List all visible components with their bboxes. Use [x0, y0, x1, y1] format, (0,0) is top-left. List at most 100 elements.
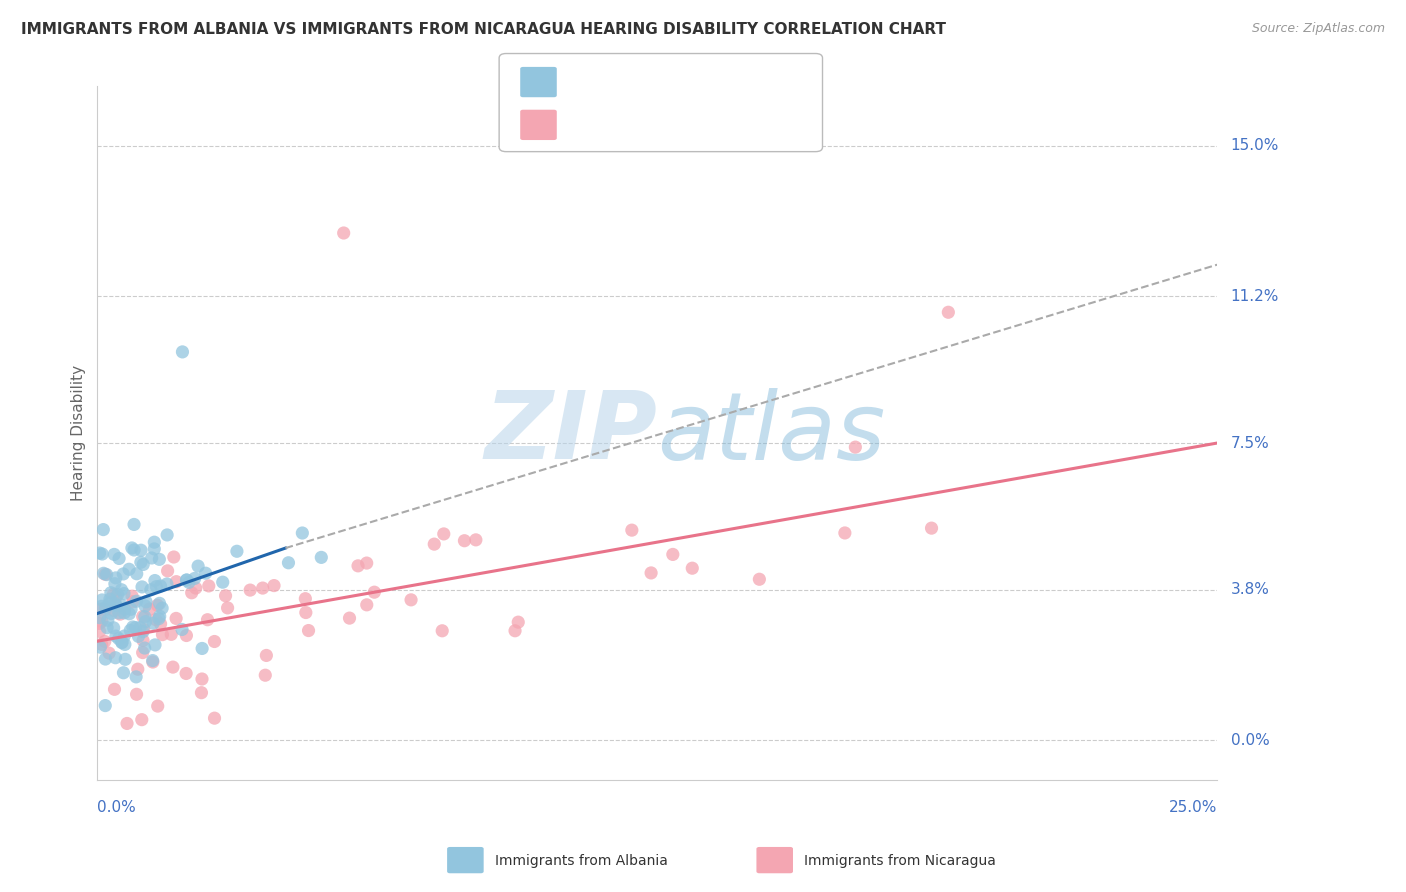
- Point: [90, 599, 112, 614]
- Point: [143, 541, 166, 556]
- Point: [96, 621, 118, 635]
- Point: [94, 602, 117, 616]
- Point: [91, 547, 114, 561]
- Text: 7.5%: 7.5%: [1230, 435, 1270, 450]
- Point: [294, 591, 316, 606]
- Point: [115, 716, 138, 731]
- Point: [187, 559, 209, 574]
- Point: [190, 686, 212, 700]
- Point: [214, 589, 236, 603]
- Point: [107, 632, 129, 646]
- Point: [122, 543, 145, 558]
- Point: [94, 634, 117, 648]
- Point: [399, 592, 422, 607]
- Point: [254, 668, 277, 682]
- Point: [107, 588, 129, 602]
- Point: [104, 629, 127, 643]
- Point: [112, 586, 135, 600]
- Point: [131, 713, 153, 727]
- Point: [132, 624, 155, 639]
- Text: N =: N =: [664, 118, 697, 132]
- Point: [120, 602, 142, 616]
- Point: [104, 571, 127, 585]
- Text: atlas: atlas: [657, 388, 886, 479]
- Point: [131, 580, 153, 594]
- Point: [239, 583, 262, 598]
- Point: [149, 616, 172, 631]
- Text: 11.2%: 11.2%: [1230, 289, 1279, 304]
- Point: [110, 598, 132, 612]
- Point: [149, 609, 172, 624]
- Point: [100, 586, 122, 600]
- Point: [197, 613, 219, 627]
- Point: [156, 577, 179, 591]
- Point: [844, 440, 866, 454]
- Point: [104, 576, 127, 591]
- Point: [89, 640, 111, 655]
- Point: [170, 623, 193, 637]
- Text: ZIP: ZIP: [484, 387, 657, 479]
- Point: [134, 640, 156, 655]
- Text: Source: ZipAtlas.com: Source: ZipAtlas.com: [1251, 22, 1385, 36]
- Point: [91, 523, 114, 537]
- Point: [108, 607, 131, 622]
- Point: [90, 614, 112, 628]
- Point: [125, 566, 148, 581]
- Point: [120, 624, 142, 638]
- Text: 0.388: 0.388: [596, 118, 644, 132]
- Point: [176, 628, 198, 642]
- Point: [149, 579, 172, 593]
- Point: [125, 670, 148, 684]
- Point: [104, 650, 127, 665]
- Point: [114, 637, 136, 651]
- Point: [129, 621, 152, 635]
- Point: [90, 637, 112, 651]
- Point: [156, 564, 179, 578]
- Point: [107, 606, 129, 620]
- Point: [191, 672, 214, 686]
- Point: [135, 595, 157, 609]
- Point: [204, 634, 226, 648]
- Point: [464, 533, 486, 547]
- Point: [146, 699, 169, 714]
- Point: [356, 556, 378, 570]
- Point: [142, 616, 165, 631]
- Point: [620, 523, 643, 537]
- Text: 80: 80: [695, 118, 716, 132]
- Point: [134, 599, 156, 613]
- Y-axis label: Hearing Disability: Hearing Disability: [72, 365, 86, 501]
- Point: [127, 629, 149, 643]
- Point: [103, 682, 125, 697]
- Point: [132, 633, 155, 648]
- Point: [252, 581, 274, 595]
- Point: [150, 601, 173, 615]
- Text: R =: R =: [565, 75, 599, 89]
- Point: [254, 648, 277, 663]
- Point: [121, 589, 143, 603]
- Point: [93, 566, 115, 581]
- Point: [131, 646, 153, 660]
- Point: [295, 606, 318, 620]
- Point: [132, 623, 155, 637]
- Point: [94, 600, 117, 615]
- Point: [98, 596, 121, 610]
- Point: [152, 627, 174, 641]
- Point: [97, 613, 120, 627]
- Point: [110, 582, 132, 597]
- Point: [172, 345, 194, 359]
- Point: [148, 596, 170, 610]
- Point: [145, 613, 167, 627]
- Point: [94, 652, 117, 666]
- Point: [177, 575, 200, 590]
- Point: [125, 594, 148, 608]
- Point: [503, 624, 526, 638]
- Point: [148, 612, 170, 626]
- Text: 15.0%: 15.0%: [1230, 138, 1279, 153]
- Point: [834, 525, 856, 540]
- Text: Immigrants from Nicaragua: Immigrants from Nicaragua: [804, 854, 995, 868]
- Point: [138, 602, 160, 616]
- Point: [363, 585, 385, 599]
- Point: [332, 226, 354, 240]
- Point: [194, 566, 217, 581]
- Point: [640, 566, 662, 580]
